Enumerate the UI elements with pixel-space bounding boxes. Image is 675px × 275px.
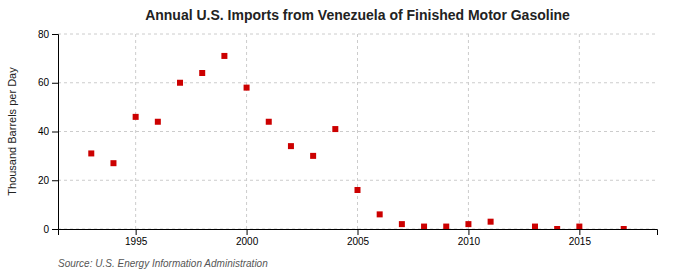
point — [554, 226, 560, 229]
y-axis-tick: 40 — [38, 126, 58, 137]
chart-container: 1995 2000 2005 2010 2015 0 20 40 60 80 Annual U.S.… — [0, 0, 675, 275]
point — [288, 143, 294, 149]
y-axis-tick-label: 0 — [43, 224, 49, 235]
points — [88, 53, 626, 229]
grid-line-x — [135, 34, 136, 229]
grid-line-x — [357, 34, 358, 229]
point — [266, 119, 272, 125]
point — [177, 80, 183, 86]
point — [355, 187, 361, 193]
x-axis-tick-label: 2005 — [347, 236, 370, 247]
y-axis-tick: 20 — [38, 175, 58, 186]
x-axis-tick-mark — [468, 229, 469, 235]
x-axis-tick-mark — [136, 229, 137, 235]
grid-line-x — [579, 34, 580, 229]
title: Annual U.S. Imports from Venezuela of Fi… — [145, 7, 570, 23]
x-axis-tick: 2010 — [458, 229, 481, 247]
x-axis-line — [59, 230, 658, 236]
y-axis-line — [52, 35, 59, 230]
x-axis-tick-mark — [358, 229, 359, 235]
y-axis-tick-mark — [52, 229, 58, 230]
point — [110, 160, 116, 166]
source-note: Source: U.S. Energy Information Administ… — [58, 258, 268, 269]
x-axis-tick-label: 1995 — [125, 236, 148, 247]
point — [465, 221, 471, 227]
point — [488, 219, 494, 225]
grid-line-y — [58, 131, 657, 132]
x-axis-tick-label: 2010 — [458, 236, 481, 247]
point — [244, 85, 250, 91]
y-axis-tick: 60 — [38, 77, 58, 88]
x-axis-tick-label: 2000 — [236, 236, 259, 247]
x-axis-tick-mark — [247, 229, 248, 235]
point — [576, 224, 582, 229]
y-axis-tick-label: 80 — [38, 29, 50, 40]
point — [621, 226, 627, 229]
point — [399, 221, 405, 227]
y-axis-tick: 80 — [38, 29, 58, 40]
grid-line-y — [58, 180, 657, 181]
point — [310, 153, 316, 159]
y-axis-tick-label: 60 — [38, 77, 50, 88]
x-axis-tick: 1995 — [125, 229, 148, 247]
x-axis-tick-mark — [579, 229, 580, 235]
y-axis-title: Thousand Barrels per Day — [6, 67, 18, 196]
y-axis-tick: 0 — [43, 224, 58, 235]
grid-line-y — [58, 82, 657, 83]
point — [532, 224, 538, 229]
point — [421, 224, 427, 229]
grid — [58, 34, 657, 229]
x-axis-tick-label: 2015 — [569, 236, 592, 247]
grid-line-y — [58, 34, 657, 35]
y-axis: 0 20 40 60 80 — [38, 29, 59, 235]
point — [199, 70, 205, 76]
point — [133, 114, 139, 120]
y-axis-tick-mark — [52, 132, 58, 133]
point — [221, 53, 227, 59]
chart-svg: 1995 2000 2005 2010 2015 0 20 40 60 80 Annual U.S.… — [0, 0, 675, 275]
x-axis-tick: 2005 — [347, 229, 370, 247]
y-axis-tick-mark — [52, 83, 58, 84]
x-axis-tick: 2000 — [236, 229, 259, 247]
plot-area: 1995 2000 2005 2010 2015 0 20 40 60 80 — [38, 29, 658, 247]
point — [155, 119, 161, 125]
point — [88, 150, 94, 156]
y-axis-tick-mark — [52, 180, 58, 181]
x-axis: 1995 2000 2005 2010 2015 — [59, 229, 658, 247]
x-axis-tick: 2015 — [569, 229, 592, 247]
point — [443, 224, 449, 229]
y-axis-tick-mark — [52, 34, 58, 35]
point — [377, 211, 383, 217]
y-axis-tick-label: 20 — [38, 175, 50, 186]
y-axis-tick-label: 40 — [38, 126, 50, 137]
point — [332, 126, 338, 132]
